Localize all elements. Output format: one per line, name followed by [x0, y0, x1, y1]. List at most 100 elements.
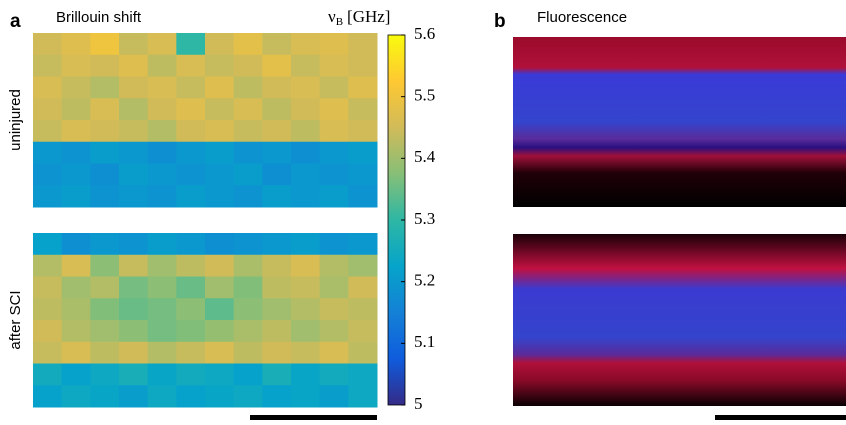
- heatmap-cell: [205, 298, 235, 321]
- heatmap-cell: [119, 254, 149, 277]
- heatmap-cell: [61, 54, 91, 77]
- colorbar-label: νB [GHz]: [328, 7, 390, 28]
- heatmap-cell: [61, 341, 91, 364]
- heatmap-cell: [61, 98, 91, 121]
- heatmap-cell: [147, 363, 177, 386]
- heatmap-cell: [119, 141, 149, 164]
- heatmap-cell: [291, 141, 321, 164]
- heatmap-cell: [205, 141, 235, 164]
- heatmap-cell: [205, 341, 235, 364]
- heatmap-cell: [348, 233, 378, 256]
- heatmap-cell: [147, 76, 177, 99]
- heatmap-cell: [262, 363, 292, 386]
- heatmap-cell: [205, 233, 235, 256]
- scale-bar: [250, 415, 377, 420]
- heatmap-cell: [90, 120, 120, 143]
- heatmap-cell: [119, 76, 149, 99]
- heatmap-cell: [291, 163, 321, 186]
- heatmap-cell: [33, 185, 63, 208]
- heatmap-cell: [262, 54, 292, 77]
- heatmap-cell: [61, 385, 91, 408]
- tick-label: 5: [414, 394, 423, 413]
- heatmap-cell: [147, 276, 177, 299]
- heatmap-cell: [348, 98, 378, 121]
- heatmap-cell: [291, 33, 321, 56]
- heatmap-cell: [205, 276, 235, 299]
- heatmap-cell: [61, 254, 91, 277]
- heatmap-cell: [348, 341, 378, 364]
- heatmap-cell: [119, 276, 149, 299]
- tick-label: 5.1: [414, 332, 435, 351]
- heatmap-cell: [262, 320, 292, 343]
- heatmap-cell: [176, 98, 206, 121]
- heatmap-cell: [61, 320, 91, 343]
- heatmap-cell: [205, 120, 235, 143]
- heatmap-cell: [61, 76, 91, 99]
- heatmap-cell: [233, 254, 263, 277]
- heatmap-cell: [61, 120, 91, 143]
- heatmap-cell: [233, 98, 263, 121]
- heatmap-cell: [176, 385, 206, 408]
- heatmap-cell: [33, 141, 63, 164]
- heatmap-cell: [90, 76, 120, 99]
- heatmap-cell: [319, 54, 349, 77]
- heatmap-cell: [176, 341, 206, 364]
- heatmap-cell: [262, 163, 292, 186]
- heatmap-cell: [233, 33, 263, 56]
- heatmap-cell: [205, 54, 235, 77]
- heatmap-cell: [233, 298, 263, 321]
- heatmap-cell: [33, 233, 63, 256]
- heatmap-cell: [291, 298, 321, 321]
- heatmap-cell: [176, 141, 206, 164]
- heatmap-cell: [233, 276, 263, 299]
- heatmap-cell: [119, 385, 149, 408]
- heatmap-cell: [147, 54, 177, 77]
- subscript: B: [336, 16, 343, 28]
- heatmap-cell: [61, 185, 91, 208]
- heatmap-cell: [147, 163, 177, 186]
- heatmap-cell: [262, 120, 292, 143]
- heatmap-cell: [233, 320, 263, 343]
- heatmap-cell: [147, 141, 177, 164]
- heatmap-cell: [61, 33, 91, 56]
- heatmap-cell: [119, 163, 149, 186]
- heatmap-cell: [205, 98, 235, 121]
- heatmap-cell: [119, 341, 149, 364]
- heatmap-cell: [348, 76, 378, 99]
- heatmap-cell: [176, 254, 206, 277]
- panel-title: Brillouin shift: [56, 9, 142, 26]
- heatmap-cell: [291, 120, 321, 143]
- heatmap-cell: [205, 76, 235, 99]
- panel-letter: a: [10, 11, 21, 32]
- heatmap-cell: [348, 120, 378, 143]
- heatmap-cell: [90, 320, 120, 343]
- heatmap-cell: [147, 98, 177, 121]
- heatmap-cell: [33, 254, 63, 277]
- heatmap-cell: [319, 320, 349, 343]
- heatmap-cell: [319, 254, 349, 277]
- heatmap-cell: [90, 298, 120, 321]
- heatmap-cell: [176, 233, 206, 256]
- heatmap-cell: [262, 341, 292, 364]
- row-label: after SCI: [7, 290, 24, 349]
- heatmap-cell: [33, 276, 63, 299]
- heatmap-cell: [348, 141, 378, 164]
- heatmap-cell: [348, 185, 378, 208]
- heatmap-cell: [233, 54, 263, 77]
- tick-label: 5.6: [414, 24, 435, 43]
- heatmap-cell: [90, 54, 120, 77]
- tick-label: 5.4: [414, 147, 436, 166]
- heatmap-cell: [262, 254, 292, 277]
- heatmap-cell: [291, 254, 321, 277]
- fluorescence-image: [513, 37, 846, 207]
- tick-label: 5.5: [414, 86, 435, 105]
- heatmap-cell: [319, 98, 349, 121]
- heatmap-cell: [262, 98, 292, 121]
- heatmap-cell: [119, 298, 149, 321]
- heatmap-cell: [33, 163, 63, 186]
- heatmap-cell: [176, 163, 206, 186]
- heatmap-cell: [262, 385, 292, 408]
- heatmap-cell: [319, 185, 349, 208]
- heatmap-cell: [90, 185, 120, 208]
- heatmap-cell: [176, 320, 206, 343]
